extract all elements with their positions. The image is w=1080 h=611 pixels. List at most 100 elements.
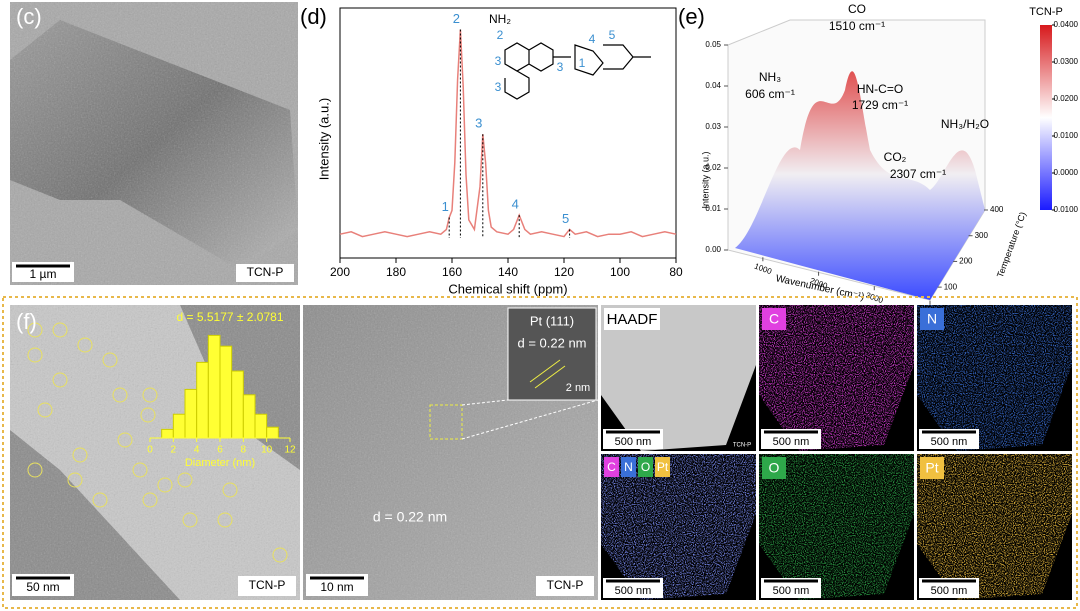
structure-label: 4 bbox=[589, 32, 596, 46]
element-label: C bbox=[769, 311, 779, 327]
hist-bar bbox=[207, 334, 221, 439]
x-tick-label: 180 bbox=[386, 265, 406, 279]
x-tick-label: 2 bbox=[171, 445, 177, 456]
structure-label: 1 bbox=[579, 56, 586, 70]
label-box bbox=[655, 457, 670, 477]
annotation: 606 cm⁻¹ bbox=[745, 87, 795, 101]
map-title: HAADF bbox=[607, 311, 658, 328]
scale-box bbox=[761, 578, 821, 598]
particle-circle bbox=[182, 512, 198, 528]
x-tick-label: 200 bbox=[330, 265, 350, 279]
scale-label: 500 nm bbox=[931, 436, 968, 448]
hist-bar bbox=[161, 428, 174, 439]
label-box bbox=[920, 457, 944, 479]
scale-label: 500 nm bbox=[615, 436, 652, 448]
sample-label: TCN-P bbox=[733, 443, 751, 449]
zoom-line bbox=[461, 399, 599, 440]
tem-texture bbox=[10, 2, 298, 285]
colorbar-tick-label: 0.0000 bbox=[1054, 168, 1079, 177]
particle-circle bbox=[102, 352, 118, 368]
y-tick-label: 400 bbox=[990, 205, 1004, 214]
annotation: CO bbox=[848, 2, 866, 16]
colorbar-tick-label: -0.0100 bbox=[1051, 205, 1079, 214]
element-signal bbox=[759, 454, 914, 600]
particle-circle bbox=[142, 387, 158, 403]
x-tick-label: 0 bbox=[147, 445, 153, 456]
annotation: HN-C=O bbox=[857, 82, 903, 96]
hist-bar bbox=[172, 413, 186, 439]
panel-label: (f) bbox=[16, 309, 37, 334]
z-tick-label: 0.04 bbox=[705, 81, 721, 90]
peak-label: 2 bbox=[453, 11, 460, 26]
panel-label: (c) bbox=[16, 4, 42, 29]
scale-label: 50 nm bbox=[26, 580, 59, 594]
label-box bbox=[604, 457, 619, 477]
peak-label: 1 bbox=[442, 199, 449, 214]
x-axis-label: Chemical shift (ppm) bbox=[448, 281, 567, 296]
particle-circle bbox=[132, 462, 148, 478]
particle-circle bbox=[52, 372, 68, 388]
hist-bar bbox=[184, 388, 198, 439]
colorbar-tick-label: 0.0100 bbox=[1054, 131, 1079, 140]
label-box bbox=[762, 308, 786, 330]
peak-label: 5 bbox=[562, 211, 569, 226]
x-tick-label: 6 bbox=[217, 445, 223, 456]
scale-box bbox=[603, 429, 663, 449]
lattice-mark bbox=[534, 365, 566, 389]
label-box bbox=[638, 457, 653, 477]
lattice-mark bbox=[529, 359, 561, 383]
y-axis-label: Temperature (°C) bbox=[995, 211, 1028, 279]
scale-box bbox=[919, 578, 979, 598]
scale-label: 500 nm bbox=[615, 585, 652, 597]
scale-box bbox=[919, 429, 979, 449]
hist-bar bbox=[196, 361, 209, 439]
haadf-sample bbox=[601, 305, 756, 451]
x-tick-label: 10 bbox=[261, 445, 273, 456]
sample-box bbox=[536, 576, 594, 596]
hist-bar bbox=[266, 426, 279, 439]
z-tick-label: 0.03 bbox=[705, 122, 721, 131]
y-tick-label: 300 bbox=[975, 231, 989, 240]
zoom-box bbox=[429, 404, 463, 440]
scale-label: 1 µm bbox=[30, 267, 57, 281]
label-box bbox=[920, 308, 944, 330]
element-label: O bbox=[769, 460, 780, 476]
annotation: 2307 cm⁻¹ bbox=[890, 167, 946, 181]
x-tick-label: 100 bbox=[610, 265, 630, 279]
overlay-label: N bbox=[624, 460, 633, 474]
overlay-label: Pt bbox=[657, 460, 669, 474]
annotation: CO₂ bbox=[884, 150, 907, 164]
sample-label: TCN-P bbox=[247, 265, 284, 279]
x-axis-label: Diameter (nm) bbox=[185, 457, 255, 469]
sample-label: TCN-P bbox=[547, 578, 584, 592]
particle-circle bbox=[27, 462, 43, 478]
structure-label: 5 bbox=[609, 28, 616, 42]
annotation: NH₃/H₂O bbox=[941, 117, 989, 131]
element-label: Pt bbox=[925, 460, 938, 476]
annotation: 1729 cm⁻¹ bbox=[852, 98, 908, 112]
x-tick-label: 1000 bbox=[753, 262, 773, 277]
label-box bbox=[604, 308, 660, 330]
label-box bbox=[762, 457, 786, 479]
scale-label: 500 nm bbox=[931, 585, 968, 597]
z-tick-label: 0.00 bbox=[705, 245, 721, 254]
scale-label: 10 nm bbox=[320, 580, 353, 594]
x-tick-label: 80 bbox=[669, 265, 683, 279]
particle-circle bbox=[177, 472, 193, 488]
x-tick-label: 120 bbox=[554, 265, 574, 279]
particle-circle bbox=[77, 337, 93, 353]
element-signal bbox=[917, 305, 1072, 451]
sample-label: TCN-P bbox=[249, 578, 286, 592]
scale-box bbox=[761, 429, 821, 449]
overlay-sample bbox=[601, 454, 756, 600]
inset-scale: 2 nm bbox=[566, 382, 590, 394]
colorbar-tick-label: 0.0400 bbox=[1054, 20, 1079, 29]
plot-frame bbox=[339, 7, 677, 259]
y-tick-label: 200 bbox=[959, 257, 973, 266]
z-axis-label: Intensity (a.u.) bbox=[700, 151, 710, 208]
y-tick-label: 100 bbox=[944, 282, 958, 291]
peak-label: 3 bbox=[475, 116, 482, 131]
zoom-line bbox=[461, 399, 509, 406]
